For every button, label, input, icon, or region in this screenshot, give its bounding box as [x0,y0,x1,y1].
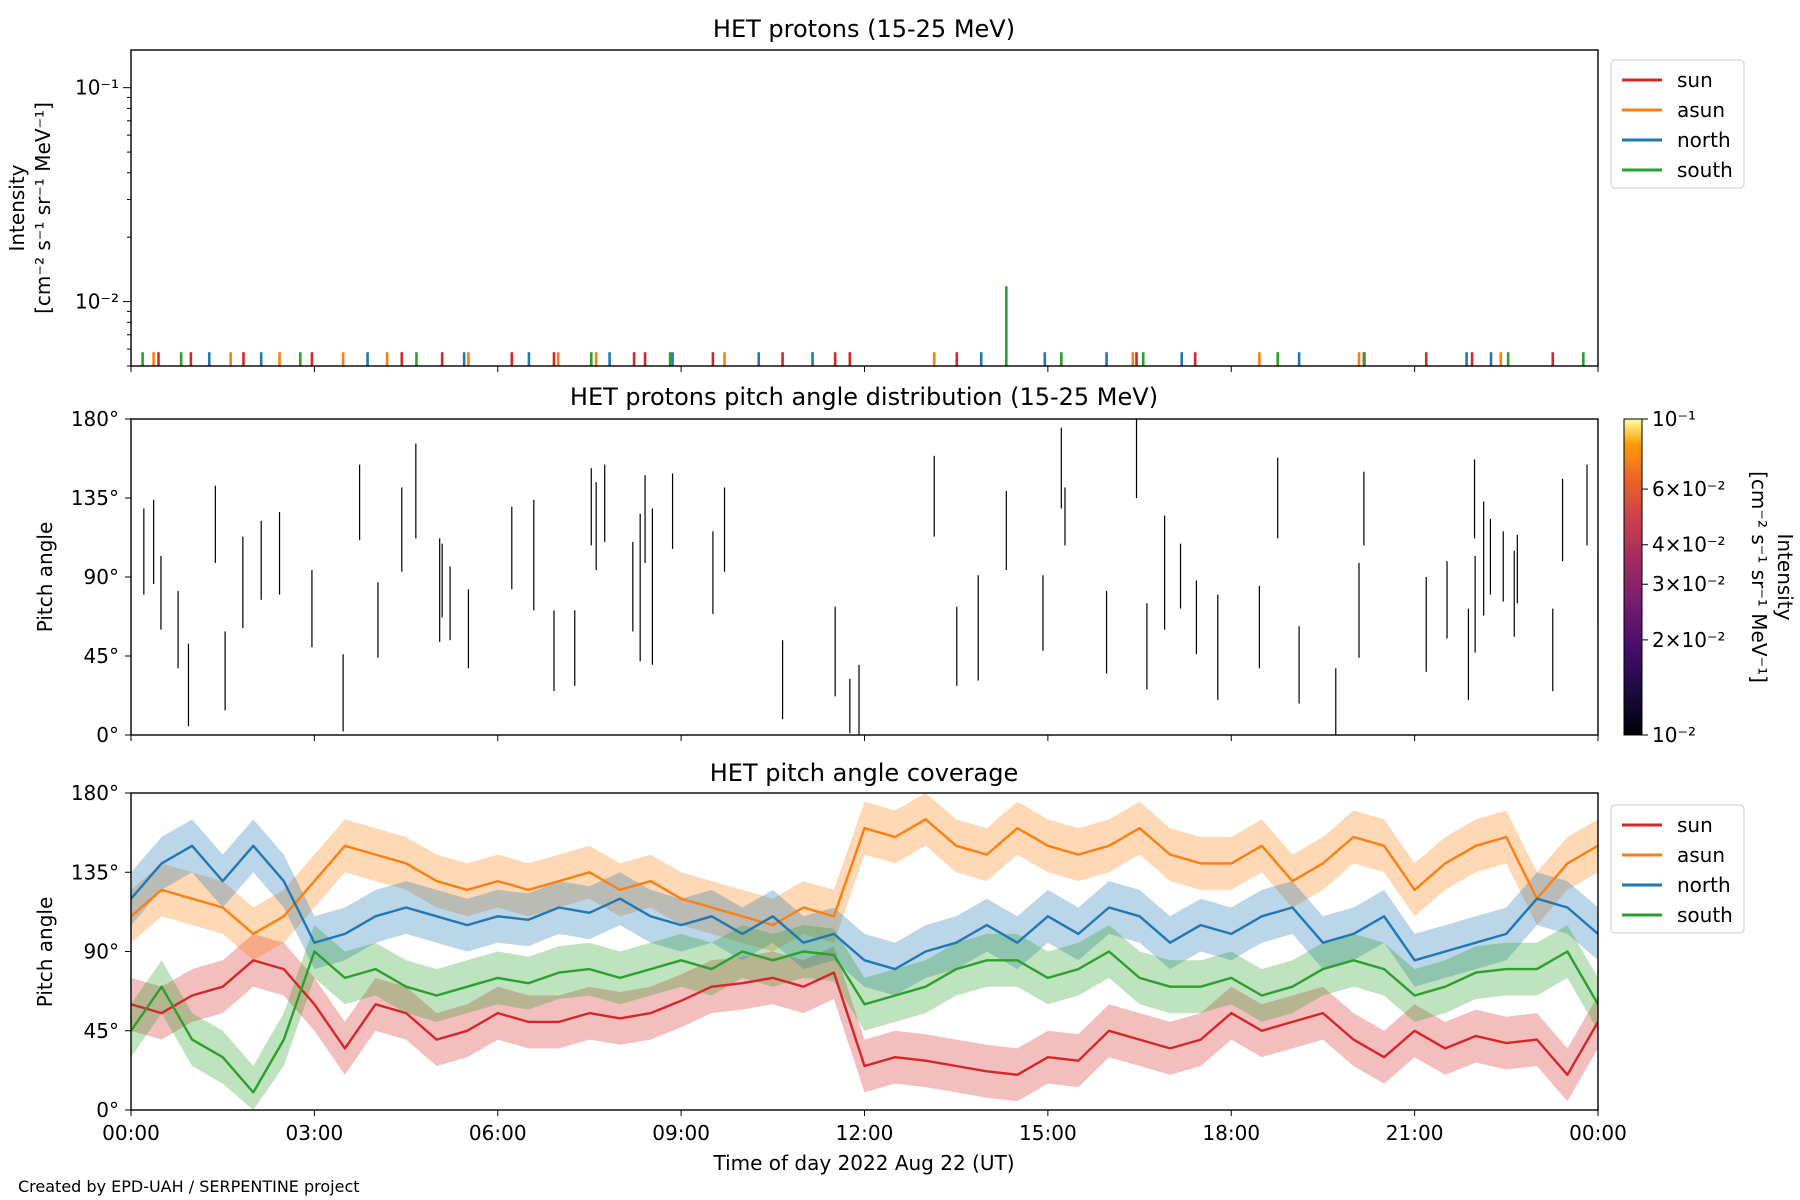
panel3-legend[interactable]: sun asun north south [1610,804,1745,934]
y-tick-label: 45° [84,644,119,668]
y-tick-label: 0° [96,723,119,747]
colorbar-tick-label: 4×10⁻² [1652,533,1726,557]
panel1-axis-ticks: 10⁻² 10⁻¹ [75,76,1599,372]
x-tick-label: 00:00 [1569,1121,1627,1145]
colorbar-label-line2: [cm⁻² s⁻¹ sr⁻¹ MeV⁻¹] [1747,471,1771,683]
coverage-band-asun [131,793,1598,961]
colorbar-tick-label: 6×10⁻² [1652,477,1726,501]
panel1-title: HET protons (15-25 MeV) [713,15,1015,43]
coverage-line-asun [131,818,1598,936]
panel-pitch-angle-coverage: HET pitch angle coverage Pitch angle 0° 4… [33,759,1745,1175]
legend-box [1610,804,1745,934]
panel1-ylabel-line2: [cm⁻² s⁻¹ sr⁻¹ MeV⁻¹] [31,102,55,314]
panel1-plot-area [141,286,1585,366]
panel3-frame [130,792,1599,1111]
legend-box [1610,59,1745,189]
panel-intensity: HET protons (15-25 MeV) Intensity [cm⁻² … [5,15,1745,372]
y-tick-label: 135° [71,860,119,884]
y-tick-label: 10⁻² [75,290,119,314]
x-tick-label: 03:00 [286,1121,344,1145]
x-tick-label: 06:00 [469,1121,527,1145]
colorbar-ticks: 10⁻¹ 6×10⁻² 4×10⁻² 3×10⁻² 2×10⁻² 10⁻² [1642,407,1726,747]
panel2-ylabel: Pitch angle [33,522,57,633]
panel-pitch-angle-distribution: HET protons pitch angle distribution (15… [33,383,1797,747]
x-tick-label: 12:00 [836,1121,894,1145]
legend-label-asun: asun [1677,98,1725,122]
colorbar: 10⁻¹ 6×10⁻² 4×10⁻² 3×10⁻² 2×10⁻² 10⁻² Intensi… [1623,407,1797,747]
y-tick-label: 10⁻¹ [75,76,119,100]
panel2-title: HET protons pitch angle distribution (15… [570,383,1158,411]
x-tick-label: 00:00 [102,1121,160,1145]
colorbar-gradient [1623,418,1643,736]
coverage-band-south [131,925,1598,1110]
colorbar-tick-label: 10⁻¹ [1652,407,1696,431]
x-axis-label: Time of day 2022 Aug 22 (UT) [712,1151,1014,1175]
colorbar-tick-label: 10⁻² [1652,723,1696,747]
x-tick-label: 21:00 [1386,1121,1444,1145]
y-tick-label: 135° [71,486,119,510]
panel1-ylabel: Intensity [cm⁻² s⁻¹ sr⁻¹ MeV⁻¹] [5,102,55,314]
panel2-frame [130,418,1599,736]
y-tick-label: 90° [84,940,119,964]
panel2-plot-area [143,419,1598,735]
x-tick-label: 18:00 [1202,1121,1260,1145]
legend-label-asun: asun [1677,843,1725,867]
y-tick-label: 90° [84,565,119,589]
x-tick-label: 15:00 [1019,1121,1077,1145]
legend-label-sun: sun [1677,68,1713,92]
panel3-axis-ticks: 0° 45° 90° 135° 180° 00:00 03:00 06:00 09:00 12:0… [71,781,1627,1145]
panel3-plot-area [131,793,1598,1110]
panel1-legend[interactable]: sun asun north south [1610,59,1745,189]
y-tick-label: 180° [71,407,119,431]
colorbar-label-line1: Intensity [1773,533,1797,620]
colorbar-tick-label: 3×10⁻² [1652,572,1726,596]
y-tick-label: 45° [84,1019,119,1043]
coverage-line-sun [131,959,1598,1076]
legend-label-north: north [1677,128,1731,152]
legend-label-sun: sun [1677,813,1713,837]
legend-label-south: south [1677,158,1733,182]
panel1-ylabel-line1: Intensity [5,164,29,251]
panel1-frame [130,49,1599,367]
legend-label-north: north [1677,873,1731,897]
panel3-ylabel: Pitch angle [33,897,57,1008]
coverage-line-north [131,844,1598,971]
coverage-band-north [131,819,1598,996]
colorbar-tick-label: 2×10⁻² [1652,628,1726,652]
y-tick-label: 0° [96,1098,119,1122]
coverage-line-south [131,950,1598,1094]
credit-footer: Created by EPD-UAH / SERPENTINE project [18,1177,360,1196]
x-tick-label: 09:00 [652,1121,710,1145]
legend-label-south: south [1677,903,1733,927]
panel3-title: HET pitch angle coverage [710,759,1018,787]
panel2-axis-ticks: 0° 45° 90° 135° 180° [71,407,1599,747]
y-tick-label: 180° [71,781,119,805]
